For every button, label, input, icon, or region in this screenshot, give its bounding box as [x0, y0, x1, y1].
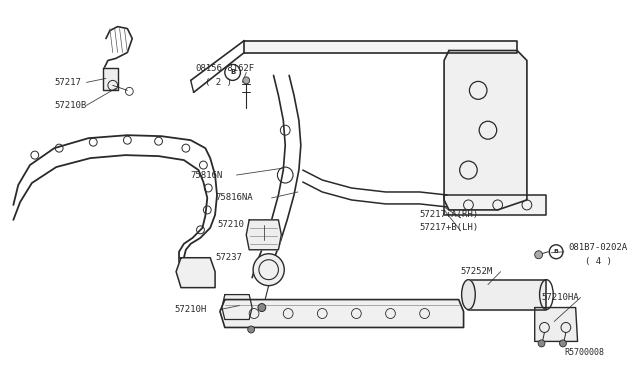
- Polygon shape: [176, 258, 215, 288]
- Text: ( 4 ): ( 4 ): [586, 257, 612, 266]
- Text: ( 2 ): ( 2 ): [205, 78, 232, 87]
- Text: R5700008: R5700008: [565, 348, 605, 357]
- Text: B: B: [230, 70, 236, 76]
- Text: 75816NA: 75816NA: [215, 193, 253, 202]
- Text: 081B7-0202A: 081B7-0202A: [569, 243, 628, 252]
- Circle shape: [559, 340, 566, 347]
- Ellipse shape: [461, 280, 476, 310]
- Text: 57210B: 57210B: [54, 101, 86, 110]
- Circle shape: [243, 77, 250, 84]
- Text: B: B: [554, 249, 559, 254]
- Polygon shape: [246, 220, 282, 250]
- Circle shape: [253, 254, 284, 286]
- Text: 75816N: 75816N: [191, 170, 223, 180]
- Polygon shape: [222, 295, 252, 320]
- Text: 57210: 57210: [217, 220, 244, 230]
- Circle shape: [534, 251, 543, 259]
- Polygon shape: [468, 280, 547, 310]
- Text: 57210HA: 57210HA: [541, 293, 579, 302]
- Text: 57210H: 57210H: [174, 305, 207, 314]
- Text: 57237: 57237: [215, 253, 242, 262]
- Text: 57252M: 57252M: [461, 267, 493, 276]
- Circle shape: [248, 326, 255, 333]
- Polygon shape: [103, 68, 118, 90]
- Polygon shape: [444, 195, 547, 215]
- Text: 08156-8162F: 08156-8162F: [196, 64, 255, 73]
- Polygon shape: [220, 299, 463, 327]
- Polygon shape: [244, 41, 517, 52]
- Text: 57217: 57217: [54, 78, 81, 87]
- Text: 57217+A(RH): 57217+A(RH): [420, 211, 479, 219]
- Circle shape: [258, 304, 266, 311]
- Text: 57217+B(LH): 57217+B(LH): [420, 223, 479, 232]
- Polygon shape: [534, 308, 577, 341]
- Circle shape: [538, 340, 545, 347]
- Polygon shape: [444, 51, 527, 210]
